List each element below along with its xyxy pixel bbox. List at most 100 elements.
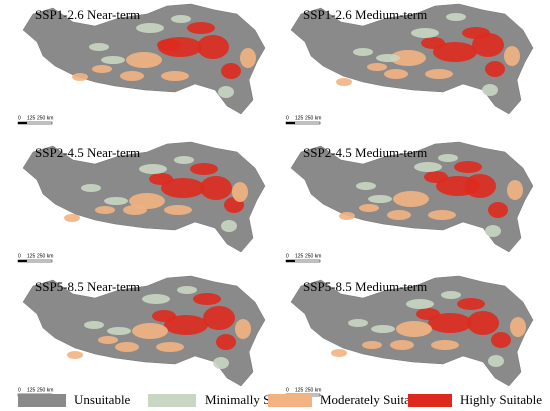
suitability-patch — [132, 323, 168, 339]
suitability-patch — [504, 46, 520, 66]
suitability-patch — [393, 191, 429, 207]
suitability-patch — [507, 180, 523, 200]
suitability-patch — [232, 182, 248, 202]
suitability-patch — [362, 341, 382, 349]
suitability-patch — [387, 210, 411, 220]
suitability-patch — [203, 306, 235, 330]
scale-bar: 0 125 250 km — [285, 253, 321, 263]
suitability-patch — [441, 291, 461, 299]
suitability-patch — [104, 197, 128, 205]
suitability-patch — [510, 317, 526, 337]
suitability-patch — [149, 173, 173, 185]
suitability-patch — [72, 73, 88, 81]
legend-label: Highly Suitable — [460, 392, 542, 407]
map-panel: SSP1-2.6 Near-term 0 125 250 km — [17, 3, 266, 125]
legend-swatch — [268, 394, 312, 407]
suitability-patch — [171, 15, 191, 23]
suitability-patch — [425, 69, 453, 79]
scale-bar: 0 125 250 km — [17, 253, 53, 263]
suitability-patch — [359, 204, 379, 212]
suitability-patch — [488, 202, 508, 218]
map-panel: SSP5-8.5 Medium-term 0 125 250 km — [285, 275, 534, 397]
suitability-patch — [161, 71, 189, 81]
suitability-patch — [424, 171, 448, 183]
scale-label: 0 — [286, 253, 289, 259]
suitability-patch — [428, 313, 472, 333]
suitability-patch — [371, 325, 395, 333]
map-panel: SSP1-2.6 Medium-term 0 125 250 km — [285, 3, 534, 125]
suitability-patch — [187, 22, 215, 34]
panel-title: SSP1-2.6 Near-term — [35, 7, 140, 22]
suitability-patch — [368, 195, 392, 203]
suitability-patch — [115, 342, 139, 352]
suitability-patch — [221, 63, 241, 79]
scale-label: 250 km — [37, 387, 53, 393]
suitability-patch — [190, 163, 218, 175]
scale-label: 0 — [286, 387, 289, 393]
suitability-patch — [84, 321, 104, 329]
suitability-patch — [457, 298, 485, 310]
scale-label: 250 km — [37, 115, 53, 121]
suitability-patch — [384, 69, 408, 79]
suitability-patch — [129, 193, 165, 209]
suitability-patch — [95, 206, 115, 214]
suitability-patch — [156, 342, 184, 352]
suitability-patch — [485, 225, 501, 237]
suitability-patch — [136, 23, 164, 33]
suitability-patch — [428, 210, 456, 220]
suitability-patch — [367, 63, 387, 71]
suitability-patch — [89, 43, 109, 51]
legend-label: Unsuitable — [74, 392, 131, 407]
suitability-patch — [152, 310, 176, 322]
suitability-patch — [107, 327, 131, 335]
suitability-patch — [92, 65, 112, 73]
suitability-patch — [462, 27, 490, 39]
suitability-patch — [221, 220, 237, 232]
suitability-patch — [161, 178, 205, 198]
scale-label: 125 — [295, 387, 304, 393]
panel-title: SSP5-8.5 Near-term — [35, 279, 140, 294]
panel-title: SSP5-8.5 Medium-term — [303, 279, 427, 294]
suitability-patch — [454, 161, 482, 173]
suitability-patch — [120, 71, 144, 81]
suitability-patch — [390, 340, 414, 350]
suitability-patch — [467, 311, 499, 335]
suitability-patch — [339, 212, 355, 220]
suitability-patch — [218, 86, 234, 98]
map-panel: SSP5-8.5 Near-term 0 125 250 km — [17, 275, 266, 397]
panel-title: SSP1-2.6 Medium-term — [303, 7, 427, 22]
suitability-patch — [446, 13, 466, 21]
suitability-patch — [64, 214, 80, 222]
scale-label: 125 — [295, 253, 304, 259]
suitability-patch — [464, 174, 496, 198]
scale-bar: 0 125 250 km — [17, 115, 53, 125]
suitability-patch — [491, 332, 511, 348]
suitability-patch — [438, 154, 458, 162]
scale-bar-graphic — [18, 122, 27, 124]
scale-bar: 0 125 250 km — [285, 115, 321, 125]
suitability-patch — [482, 84, 498, 96]
suitability-patch — [421, 37, 445, 49]
panel-title: SSP2-4.5 Near-term — [35, 145, 140, 160]
suitability-patch — [472, 33, 504, 57]
suitability-patch — [174, 156, 194, 164]
suitability-patch — [126, 52, 162, 68]
suitability-patch — [411, 28, 439, 38]
scale-label: 250 km — [305, 387, 321, 393]
panel-title: SSP2-4.5 Medium-term — [303, 145, 427, 160]
suitability-patch — [331, 349, 347, 357]
scale-label: 0 — [18, 115, 21, 121]
suitability-patch — [485, 61, 505, 77]
suitability-patch — [98, 336, 118, 344]
scale-bar-graphic — [286, 260, 295, 262]
suitability-patch — [164, 205, 192, 215]
scale-label: 250 km — [37, 253, 53, 259]
suitability-patch — [139, 164, 167, 174]
scale-label: 0 — [286, 115, 289, 121]
suitability-patch — [336, 78, 352, 86]
suitability-patch — [353, 48, 373, 56]
suitability-patch — [416, 308, 440, 320]
suitability-patch — [197, 35, 229, 59]
suitability-patch — [142, 294, 170, 304]
